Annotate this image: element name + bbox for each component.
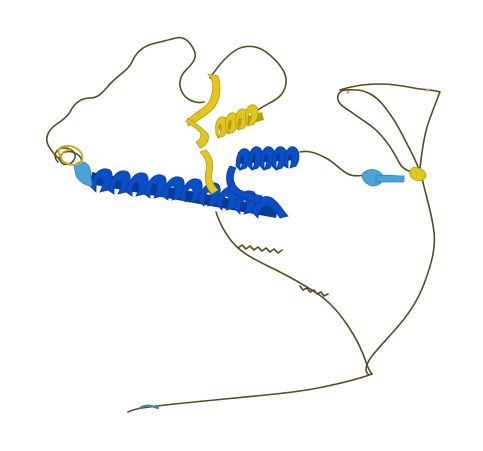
coil-bottom-tail — [127, 373, 373, 413]
coil-right-triangle-top — [339, 83, 441, 169]
helix-yellow — [185, 73, 264, 195]
coil-right-middle — [299, 150, 371, 177]
coil-top-left-loop — [45, 36, 205, 161]
yellow-strand-lower — [199, 149, 219, 195]
yellow-strand-upper — [187, 73, 221, 127]
helix-left-long — [73, 161, 289, 219]
coil-top-middle-loop — [209, 45, 287, 111]
yellow-helix-turns — [215, 104, 264, 139]
yellow-knot-right — [409, 167, 427, 182]
helix-left-turns — [89, 168, 289, 219]
coil-center-descent — [215, 211, 373, 375]
coil-accent-a — [346, 90, 350, 94]
disordered-coil-regions — [45, 36, 441, 413]
coil-center-wiggle — [237, 244, 329, 297]
coil-bottom-teal-fragment — [138, 404, 160, 410]
coil-right-triangle — [336, 88, 421, 173]
coil-accent-b — [426, 88, 430, 92]
yellow-bend — [185, 117, 209, 149]
left-small-loop — [57, 145, 84, 166]
helix-left-light-cap — [73, 161, 93, 187]
left-small-loop-yellow — [57, 145, 84, 166]
helix-middle — [226, 146, 300, 205]
coil-left-swirl — [54, 147, 83, 167]
helix-right-short — [361, 167, 427, 187]
helix-middle-turns — [235, 146, 300, 171]
helix-middle-connector — [226, 165, 263, 205]
helix-right-light-b — [375, 174, 405, 183]
coil-right-descent — [365, 177, 436, 375]
